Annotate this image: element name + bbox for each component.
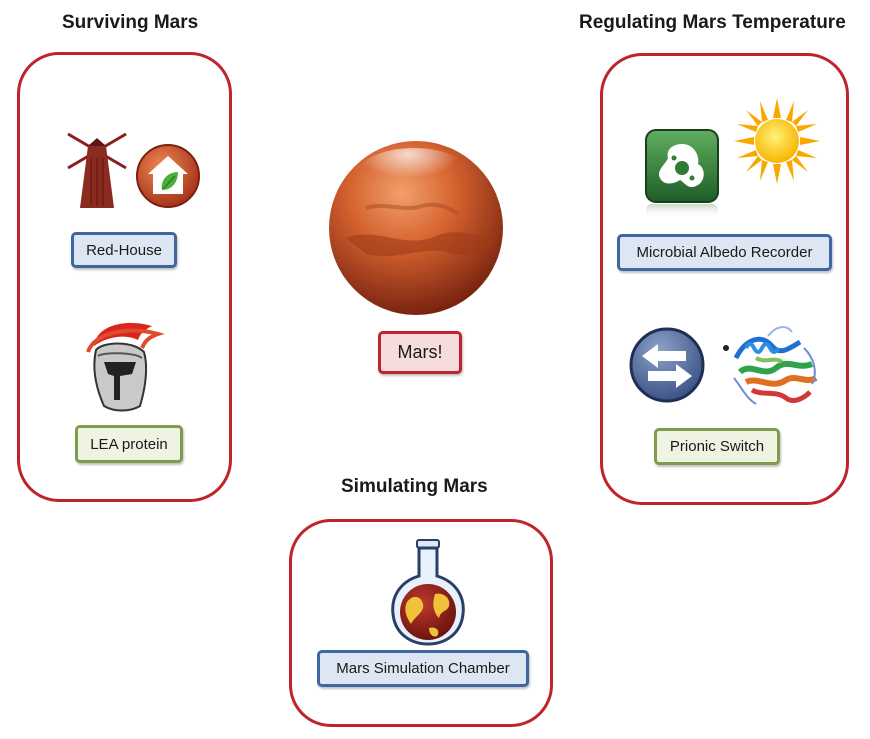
mars-planet-icon — [329, 141, 503, 315]
windmill-icon — [67, 132, 127, 208]
flask-globe-icon — [391, 539, 465, 646]
heading-surviving-mars: Surviving Mars — [62, 12, 199, 33]
green-house-icon — [136, 144, 200, 208]
spartan-helmet-icon — [86, 322, 165, 412]
red-house-button[interactable]: Red-House — [71, 232, 177, 268]
microbe-app-icon — [645, 129, 719, 218]
microbial-albedo-recorder-button[interactable]: Microbial Albedo Recorder — [617, 234, 832, 271]
sun-icon — [734, 98, 820, 184]
mars-simulation-chamber-button[interactable]: Mars Simulation Chamber — [317, 650, 529, 687]
switch-arrows-icon — [629, 327, 705, 403]
protein-structure-icon — [723, 326, 818, 405]
heading-regulating-mars-temperature: Regulating Mars Temperature — [579, 12, 846, 33]
mars-button[interactable]: Mars! — [378, 331, 462, 374]
prionic-switch-button[interactable]: Prionic Switch — [654, 428, 780, 465]
heading-simulating-mars: Simulating Mars — [341, 476, 488, 497]
lea-protein-button[interactable]: LEA protein — [75, 425, 183, 463]
